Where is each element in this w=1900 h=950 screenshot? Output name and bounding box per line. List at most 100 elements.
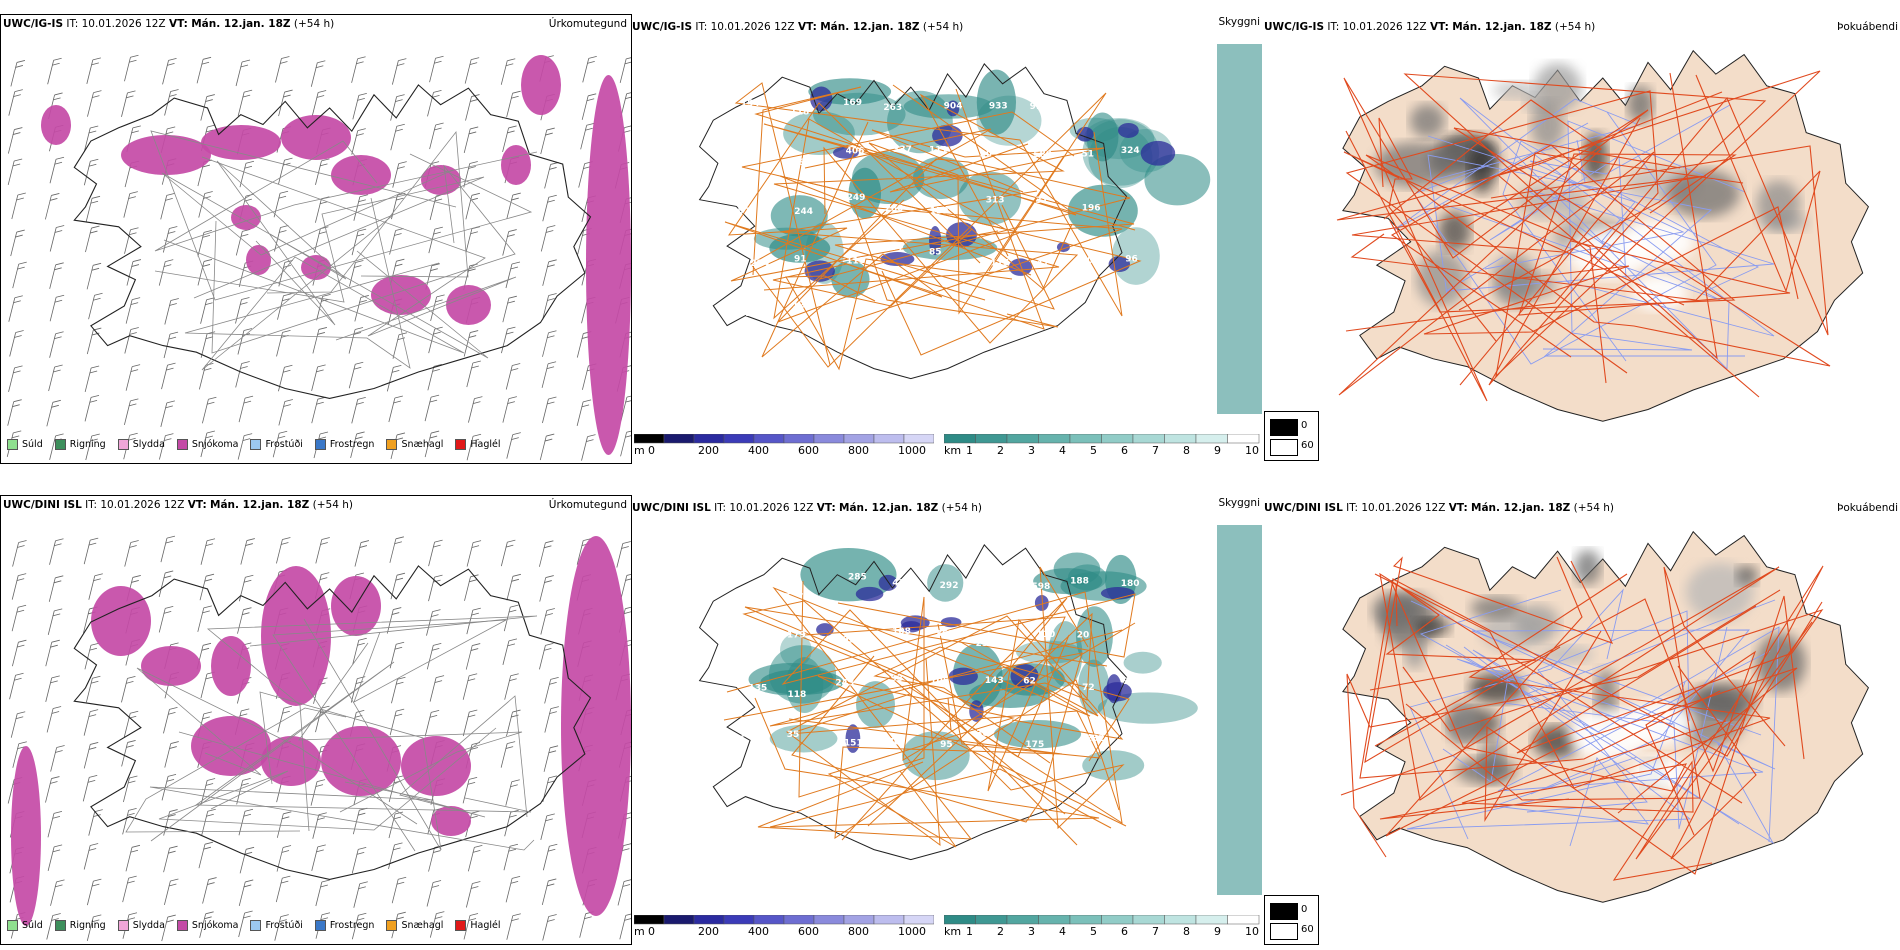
- wind-barb: [428, 539, 443, 567]
- wind-barb: [85, 675, 101, 703]
- cloud-base-label: 169: [843, 98, 862, 108]
- colorbar-tick: 4: [1059, 444, 1066, 457]
- cloud-base-label: 578: [737, 207, 756, 217]
- panel-title: UWC/DINI ISL IT: 10.01.2026 12Z VT: Mán.…: [632, 502, 982, 514]
- snow-area: [141, 646, 201, 686]
- legend-item: Snjókoma: [176, 439, 238, 450]
- wind-barb: [500, 58, 516, 85]
- colorbar-tick: 9: [1214, 444, 1221, 457]
- it-label: IT:: [695, 21, 708, 33]
- lead-time: (+54 h): [312, 499, 353, 511]
- road-line: [136, 667, 418, 825]
- wind-barb: [8, 365, 23, 392]
- cloud-base-label: 20: [1077, 631, 1090, 641]
- colorbar-tick: 7: [1152, 444, 1159, 457]
- it-label: IT:: [85, 499, 98, 511]
- wind-barb: [502, 229, 517, 256]
- wind-barb: [353, 881, 368, 908]
- low-visibility-area: [753, 227, 820, 250]
- cloud-base-label: 280: [885, 204, 904, 214]
- cloud-base-label: 196: [1082, 203, 1101, 213]
- fog-key-white-swatch: [1270, 439, 1298, 456]
- road-line: [150, 130, 533, 301]
- road-line: [750, 92, 1107, 368]
- low-visibility-area: [1086, 112, 1119, 162]
- wind-barb: [348, 361, 364, 389]
- it-value: 10.01.2026 12Z: [100, 499, 185, 511]
- road-line: [1374, 598, 1757, 836]
- colorbar-tick: 1000: [898, 925, 926, 938]
- wind-barb: [240, 538, 255, 565]
- wind-barb: [390, 94, 405, 121]
- cloud-base-label: 47: [1036, 259, 1049, 269]
- cloud-base-area: [845, 724, 861, 753]
- wind-barb: [351, 56, 366, 83]
- it-value: 10.01.2026 12Z: [1361, 502, 1446, 514]
- road-line: [211, 164, 516, 354]
- road-line: [1359, 578, 1823, 779]
- road-line: [154, 176, 485, 303]
- road-line: [734, 82, 1123, 366]
- wind-barb: [45, 776, 60, 803]
- wind-barb: [429, 193, 445, 221]
- road-line: [1345, 90, 1659, 386]
- road-line: [752, 84, 1077, 276]
- wind-barb: [84, 365, 100, 393]
- cloud-base-area: [1034, 594, 1049, 611]
- wind-barb: [540, 608, 555, 635]
- wind-barb: [8, 295, 23, 322]
- wind-barb: [465, 643, 481, 670]
- wind-barb: [465, 881, 481, 908]
- cloud-base-label: 32: [744, 587, 757, 597]
- fog-index-area: [1448, 700, 1478, 747]
- colorbar-tick: 8: [1183, 925, 1190, 938]
- wind-barb: [502, 396, 517, 423]
- road-line: [724, 121, 986, 358]
- river-line: [1489, 139, 1627, 279]
- colorbar-tick: 7: [1152, 925, 1159, 938]
- colorbar-tick: 200: [698, 925, 719, 938]
- product-name: Skyggni: [1218, 16, 1261, 28]
- colorbar-tick: 0: [648, 925, 655, 938]
- snow-area: [261, 566, 331, 706]
- wind-barb: [310, 779, 326, 806]
- wind-barb: [86, 262, 102, 290]
- coastline: [73, 84, 592, 399]
- wind-barb: [86, 327, 102, 355]
- panel-title: UWC/IG-IS IT: 10.01.2026 12Z VT: Mán. 12…: [1264, 21, 1595, 33]
- wind-barb: [386, 365, 402, 392]
- wind-barb: [121, 740, 136, 767]
- wind-barb: [539, 642, 554, 670]
- fog-key-black-swatch: [1270, 903, 1298, 920]
- wind-barb: [122, 807, 137, 835]
- visibility-colorbars: m 0 200 400 600 800 1000 km 1 2 3 4 5 6 7 8 9 10: [632, 433, 1264, 464]
- cloud-height-colorbar: m 0 200 400 600 800 1000: [633, 433, 935, 462]
- wind-barb: [462, 709, 478, 737]
- wind-barb: [542, 330, 557, 357]
- snow-area: [121, 135, 211, 175]
- wind-barb: [424, 430, 440, 458]
- road-line: [950, 566, 1125, 830]
- legend-label: Haglél: [470, 920, 501, 931]
- wind-barb: [426, 642, 442, 670]
- road-line: [798, 580, 1136, 798]
- wind-barb: [388, 395, 403, 423]
- cloud-base-label: 20: [980, 149, 993, 159]
- low-visibility-area: [1033, 568, 1103, 595]
- wind-barb: [391, 676, 406, 704]
- wind-barb: [85, 433, 100, 461]
- wind-barb: [505, 363, 521, 390]
- wind-barb: [46, 913, 61, 940]
- wind-barb: [12, 741, 27, 768]
- wind-barb: [198, 841, 214, 869]
- wind-barb: [352, 92, 367, 120]
- wind-barb: [272, 430, 288, 458]
- road-line: [1343, 77, 1649, 402]
- legend-swatch: [176, 439, 188, 450]
- wind-barb: [162, 57, 177, 85]
- low-visibility-area: [976, 69, 1017, 135]
- panel-title: UWC/DINI ISL IT: 10.01.2026 12Z VT: Mán.…: [3, 499, 353, 511]
- colorbar-tick: 400: [748, 925, 769, 938]
- it-label: IT:: [66, 18, 79, 30]
- legend-swatch: [314, 920, 326, 931]
